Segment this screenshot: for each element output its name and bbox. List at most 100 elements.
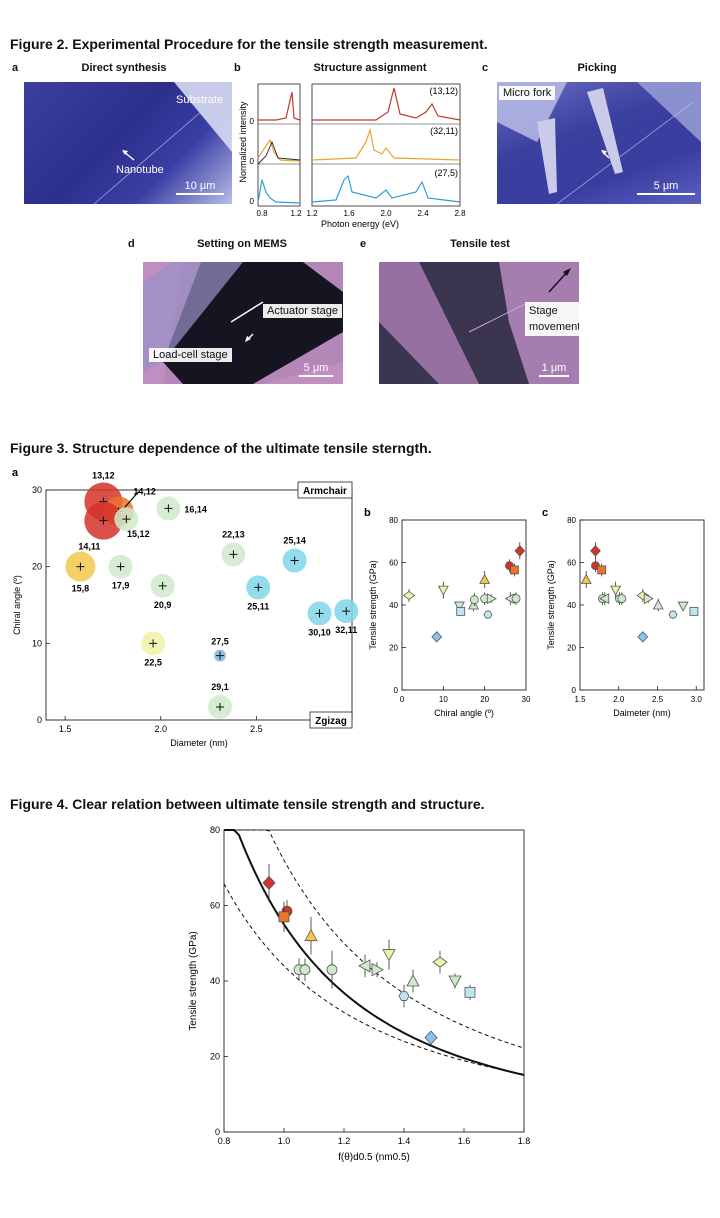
species-label-32-11: (32,11) [430,126,458,136]
x-tick-label: 10 [439,695,448,704]
raman-ylabel: Normalized intensity [238,101,248,183]
x-tick-label: 30 [522,695,531,704]
panel-a-label: a [12,62,19,74]
point-cross [216,702,225,711]
data-point [464,986,476,998]
x-tick-label: 1.0 [278,1136,291,1146]
data-point [514,545,526,557]
y-tick-label: 80 [210,825,220,835]
data-point [437,585,449,596]
micrograph-picking: Micro fork 5 μm [497,82,701,204]
y-tick-label: 0 [37,715,42,725]
data-point [398,991,410,1001]
panel-label-b: b [364,507,371,519]
point-label: 14,12 [133,486,156,496]
chirality-point: 30,10 [307,601,332,637]
point-label: 32,11 [335,625,357,635]
point-cross [76,562,85,571]
panel-d-title: Setting on MEMS [197,238,287,250]
panel-label-c: c [542,507,548,519]
scale-bar-d: 5 μm [299,362,333,377]
data-point [431,631,443,643]
point-cross [254,583,263,592]
point-cross [229,550,238,559]
data-point [643,593,654,605]
y-tick-label: 40 [389,601,398,610]
data-point [402,590,416,600]
chirality-point: 14,11 [78,501,123,552]
point-label: 15,12 [127,529,150,539]
x-tick-label: 1.2 [338,1136,351,1146]
panel-c-label: c [482,62,489,74]
data-point [511,594,521,604]
y-axis-label: Tensile strength (GPa) [368,560,378,650]
data-point [432,956,448,968]
point-cross [122,515,131,524]
zigzag-label: Zgizag [315,716,347,727]
species-label-13-12: (13,12) [429,86,458,96]
plot-frame [401,519,527,691]
data-point [599,593,610,605]
point-cross [342,607,351,616]
fit-curve [224,829,525,1076]
chirality-point: 29,1 [208,682,233,719]
nanotube-label: Nanotube [116,164,164,176]
data-point [299,964,311,976]
upper-bound-curve [224,829,525,1049]
figure2-title: Figure 2. Experimental Procedure for the… [10,36,488,52]
raman-spectra: Normalized intensity 0 0 0 (13,12) (32,1… [238,83,466,229]
svg-text:1.2: 1.2 [290,209,302,218]
point-label: 30,10 [308,627,331,637]
data-point [448,975,462,988]
y-tick-label: 20 [389,644,398,653]
point-label: 16,14 [184,504,207,514]
chirality-point: 15,12 [114,507,150,539]
data-point [652,599,664,610]
point-cross [164,504,173,513]
y-tick-label: 10 [32,638,42,648]
x-tick-label: 2.5 [250,724,263,734]
data-point [424,1030,438,1045]
armchair-box: Armchair [297,481,353,499]
chirality-point: 25,14 [282,536,307,573]
data-point [262,875,276,890]
point-label: 22,5 [144,657,162,667]
panel-label-a: a [12,467,19,479]
y-tick-label: 60 [210,901,220,911]
data-point [278,911,290,923]
raman-xlabel: Photon energy (eV) [321,219,399,229]
x-axis-label: Chiral angle (º) [434,708,494,718]
stage-movement-label: Stage movement [525,302,579,336]
point-label: 14,11 [78,542,100,552]
x-tick-label: 1.8 [518,1136,531,1146]
data-point [326,964,338,976]
zigzag-box: Zgizag [309,711,353,729]
svg-text:2.8: 2.8 [454,209,466,218]
chirality-point: 16,14 [156,496,207,521]
micrograph-direct-synthesis: Substrate Nanotube 10 μm [24,82,232,204]
y-axis-label: Tensile strength (GPa) [546,560,556,650]
data-point [469,595,479,605]
x-axis-label: f(θ)d0.5 (nm0.5) [338,1152,410,1163]
chart-fig4: 0.8 1.0 1.2 1.4 1.6 1.8 0 20 40 60 80 f(θ)d0.5 (nm0… [188,825,531,1163]
point-label: 25,11 [247,601,269,611]
svg-text:0: 0 [250,117,255,126]
scale-bar-e: 1 μm [539,362,569,377]
point-cross [149,639,158,648]
panel-e-label: e [360,238,367,250]
point-label: 17,9 [112,581,130,591]
svg-text:2.0: 2.0 [380,209,392,218]
data-point [358,959,371,973]
data-point [637,631,649,643]
y-tick-label: 20 [567,644,576,653]
data-point [580,573,592,584]
panel-b-label: b [234,62,241,74]
y-tick-label: 20 [32,562,42,572]
chirality-point: 32,11 [334,599,359,635]
data-point [304,928,318,942]
data-point [371,963,384,977]
y-tick-label: 60 [389,559,398,568]
scale-bar-a: 10 μm [176,180,224,195]
x-tick-label: 1.4 [398,1136,411,1146]
species-label-27-5: (27,5) [434,168,458,178]
